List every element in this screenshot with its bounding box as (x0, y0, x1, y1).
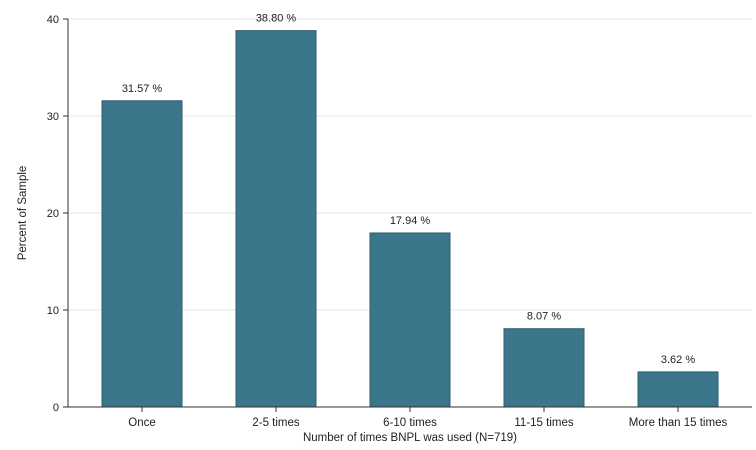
x-tick-label-2: 6-10 times (383, 417, 437, 429)
x-tick-label-3: 11-15 times (514, 417, 573, 429)
bar-6-10-times (369, 232, 451, 408)
x-tick-label-4: More than 15 times (629, 417, 728, 429)
y-axis-title: Percent of Sample (17, 166, 29, 261)
x-ticks: Once 2-5 times 6-10 times 11-15 times More t… (128, 407, 727, 429)
data-label-1: 38.80 % (256, 13, 297, 25)
y-tick-label-10: 10 (47, 305, 59, 317)
bar-more-than-15-times (637, 371, 719, 408)
y-tick-label-30: 30 (47, 111, 59, 123)
x-tick-label-1: 2-5 times (252, 417, 300, 429)
data-label-2: 17.94 % (390, 215, 431, 227)
data-label-0: 31.57 % (122, 83, 163, 95)
x-tick-label-0: Once (128, 417, 156, 429)
y-tick-label-40: 40 (47, 14, 59, 26)
data-label-4: 3.62 % (661, 354, 695, 366)
bar-11-15-times (503, 328, 585, 408)
data-labels: 31.57 % 38.80 % 17.94 % 8.07 % 3.62 % (122, 13, 696, 366)
y-tick-label-20: 20 (47, 208, 59, 220)
x-axis-title: Number of times BNPL was used (N=719) (303, 432, 517, 444)
bar-2-5-times (235, 30, 317, 408)
bar-once (101, 100, 183, 408)
y-tick-label-0: 0 (53, 402, 59, 414)
y-ticks: 0 10 20 30 40 (47, 14, 68, 414)
data-label-3: 8.07 % (527, 311, 561, 323)
